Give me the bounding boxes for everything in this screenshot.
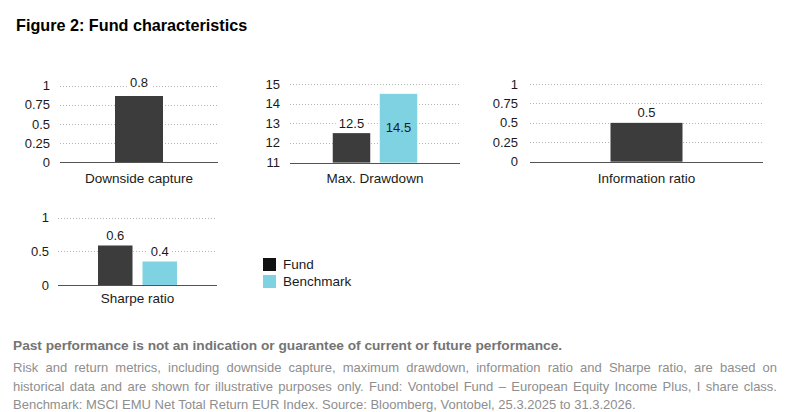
chart-title: Downside capture <box>85 171 193 186</box>
footer-line-3: Benchmark: MSCI EMU Net Total Return EUR… <box>13 396 777 412</box>
legend-item-fund: Fund <box>263 258 351 271</box>
y-tick-label: 0.75 <box>25 97 50 112</box>
bar-value-label: 0.8 <box>130 75 148 90</box>
y-tick-label: 1 <box>42 210 49 225</box>
bar-value-label: 12.5 <box>339 116 364 131</box>
bar-value-label: 14.5 <box>386 120 411 135</box>
y-tick-label: 0.25 <box>25 136 50 151</box>
chart-title: Information ratio <box>598 171 696 186</box>
y-tick-label: 0 <box>511 154 518 169</box>
bar-fund <box>333 133 371 162</box>
y-tick-label: 1 <box>43 78 50 93</box>
chart-sharpe-ratio: 1 0.5 0 0.6 0.4 Sharpe ratio <box>31 210 217 306</box>
bar-fund <box>98 246 133 286</box>
y-tick-label: 12 <box>266 135 280 150</box>
footer-line-2: historical data and are shown for illust… <box>13 378 777 397</box>
bar-value-label: 0.5 <box>637 105 655 120</box>
y-tick-label: 0 <box>43 155 50 170</box>
chart-title: Max. Drawdown <box>327 171 424 186</box>
legend-item-benchmark: Benchmark <box>263 275 351 288</box>
footer-line-1: Risk and return metrics, including downs… <box>13 359 777 378</box>
y-tick-label: 0 <box>42 278 49 293</box>
y-tick-label: 0.75 <box>493 96 518 111</box>
bar-value-label: 0.4 <box>151 244 169 259</box>
legend-label-benchmark: Benchmark <box>283 275 351 288</box>
legend-label-fund: Fund <box>283 258 314 271</box>
footer-disclaimer-bold: Past performance is not an indication or… <box>13 337 777 356</box>
y-tick-label: 0.25 <box>493 135 518 150</box>
footer: Past performance is not an indication or… <box>13 337 777 412</box>
y-tick-label: 11 <box>267 155 281 170</box>
chart-max-drawdown: 15 14 13 12 11 12.5 14.5 Max. Drawdown <box>266 77 460 187</box>
legend: Fund Benchmark <box>263 258 351 292</box>
figure-page: Figure 2: Fund characteristics 10.750.50… <box>0 0 792 412</box>
bar-value-label: 0.6 <box>106 228 124 243</box>
legend-swatch-benchmark <box>263 275 276 288</box>
legend-swatch-fund <box>263 258 276 271</box>
y-tick-label: 15 <box>266 77 280 92</box>
bar-benchmark <box>143 262 178 286</box>
y-tick-label: 0.5 <box>31 244 49 259</box>
chart-title: Sharpe ratio <box>101 291 175 306</box>
y-tick-label: 14 <box>266 96 280 111</box>
bar-fund <box>115 96 163 162</box>
y-tick-label: 0.5 <box>32 117 50 132</box>
y-tick-label: 1 <box>511 77 518 92</box>
y-tick-label: 13 <box>266 116 280 131</box>
chart-downside-capture: 1 0.75 0.5 0.25 0 0.8 Downside capture <box>25 74 218 187</box>
bar-fund <box>611 123 683 162</box>
y-tick-label: 0.5 <box>500 115 518 130</box>
chart-information-ratio: 1 0.75 0.5 0.25 0 0.5 Information ratio <box>493 77 763 187</box>
footer-body: Risk and return metrics, including downs… <box>13 359 777 412</box>
